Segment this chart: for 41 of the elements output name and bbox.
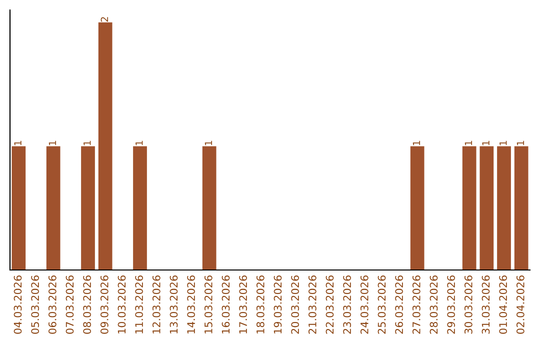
x-tick-label: 22.03.2026 [326,276,334,334]
x-tick-label: 02.04.2026 [516,276,524,334]
data-label: 1 [204,140,212,146]
x-tick-label: 06.03.2026 [48,276,56,334]
x-tick-label: 01.04.2026 [499,276,508,334]
x-tick-label: 11.03.2026 [135,276,144,334]
x-tick-label: 26.03.2026 [395,276,404,334]
x-tick-label: 24.03.2026 [360,276,368,334]
x-tick-label: 28.03.2026 [430,276,438,334]
x-tick-label: 23.03.2026 [343,276,352,334]
x-tick-label: 04.03.2026 [14,276,22,334]
x-tick-label: 21.03.2026 [308,276,316,334]
data-label: 1 [84,140,91,146]
x-tick-label: 31.03.2026 [482,276,490,334]
x-tick-label: 29.03.2026 [447,276,456,334]
data-label: 1 [516,140,524,146]
x-tick-label: 15.03.2026 [204,276,212,334]
x-tick-label: 14.03.2026 [187,276,196,334]
x-tick-label: 18.03.2026 [256,276,264,334]
x-tick-label: 13.03.2026 [170,276,178,334]
x-tick-label: 16.03.2026 [222,276,230,334]
x-tick-label: 10.03.2026 [118,276,126,334]
x-tick-label: 19.03.2026 [274,276,282,334]
x-tick-label: 30.03.2026 [464,276,472,334]
x-tick-label: 27.03.2026 [412,276,420,334]
x-tick-label: 08.03.2026 [83,276,92,334]
x-tick-label: 07.03.2026 [66,276,74,334]
data-label: 1 [500,140,507,146]
x-tick-label: 20.03.2026 [291,276,300,334]
data-label: 1 [482,140,490,146]
data-label: 2 [100,17,108,22]
x-tick-label: 17.03.2026 [239,276,248,334]
data-label: 1 [48,140,56,146]
data-label: 1 [464,140,472,146]
data-label: 1 [136,140,143,146]
data-label: 1 [412,140,420,146]
x-tick-label: 05.03.2026 [31,276,40,334]
x-tick-label: 12.03.2026 [152,276,160,334]
data-label: 1 [14,140,22,146]
x-tick-label: 09.03.2026 [100,276,108,334]
x-tick-label: 25.03.2026 [378,276,386,334]
